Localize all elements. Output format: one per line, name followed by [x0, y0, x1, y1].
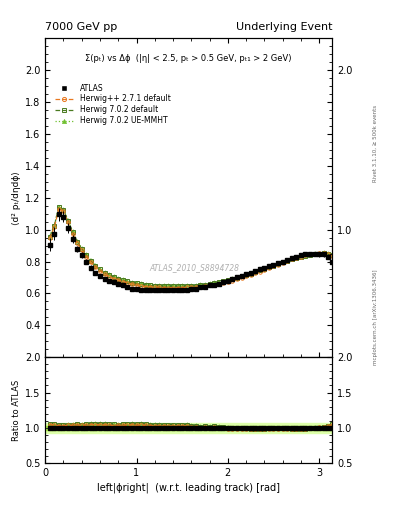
Text: ATLAS_2010_S8894728: ATLAS_2010_S8894728: [149, 263, 239, 272]
Text: 7000 GeV pp: 7000 GeV pp: [45, 22, 118, 32]
Legend: ATLAS, Herwig++ 2.7.1 default, Herwig 7.0.2 default, Herwig 7.0.2 UE-MMHT: ATLAS, Herwig++ 2.7.1 default, Herwig 7.…: [52, 80, 174, 129]
Text: mcplots.cern.ch [arXiv:1306.3436]: mcplots.cern.ch [arXiv:1306.3436]: [373, 270, 378, 365]
Bar: [45, 426, 332, 430]
Y-axis label: ⟨d² pₜ/dηdϕ⟩: ⟨d² pₜ/dηdϕ⟩: [12, 171, 21, 225]
Text: Rivet 3.1.10, ≥ 500k events: Rivet 3.1.10, ≥ 500k events: [373, 105, 378, 182]
Bar: [45, 423, 332, 433]
X-axis label: left|ϕright|  (w.r.t. leading track) [rad]: left|ϕright| (w.r.t. leading track) [rad…: [97, 482, 280, 493]
Text: Underlying Event: Underlying Event: [235, 22, 332, 32]
Y-axis label: Ratio to ATLAS: Ratio to ATLAS: [12, 379, 21, 441]
Text: Σ(pₜ) vs Δϕ  (|η| < 2.5, pₜ > 0.5 GeV, pₜ₁ > 2 GeV): Σ(pₜ) vs Δϕ (|η| < 2.5, pₜ > 0.5 GeV, pₜ…: [85, 54, 292, 63]
